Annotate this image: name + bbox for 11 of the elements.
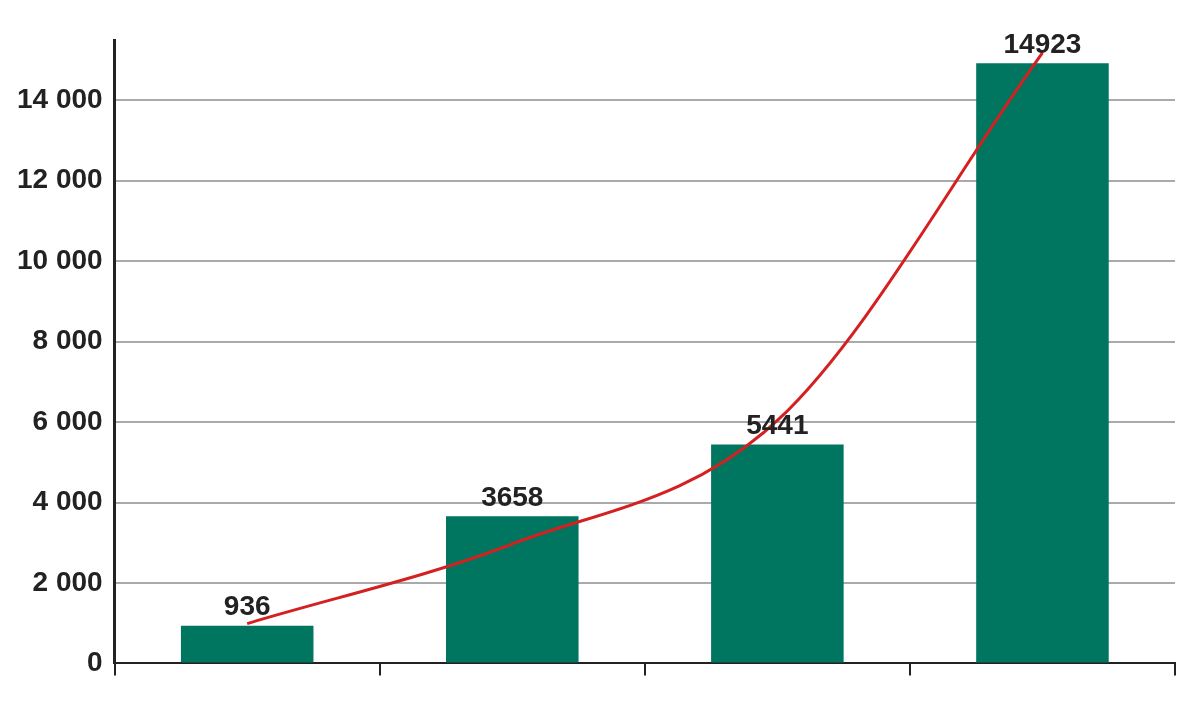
y-tick-label: 0	[87, 646, 103, 678]
y-tick-label: 6 000	[32, 404, 103, 436]
data-label: 3658	[481, 481, 544, 512]
y-tick-label: 2 000	[32, 565, 103, 597]
data-label: 14923	[1003, 27, 1082, 59]
y-tick-label: 4 000	[32, 485, 103, 517]
y-tick-label: 12 000	[17, 163, 103, 195]
y-tick-label: 14 000	[17, 83, 103, 115]
y-tick-label: 10 000	[17, 243, 103, 275]
y-tick-label: 8 000	[32, 324, 103, 356]
data-label: 936	[223, 590, 271, 622]
